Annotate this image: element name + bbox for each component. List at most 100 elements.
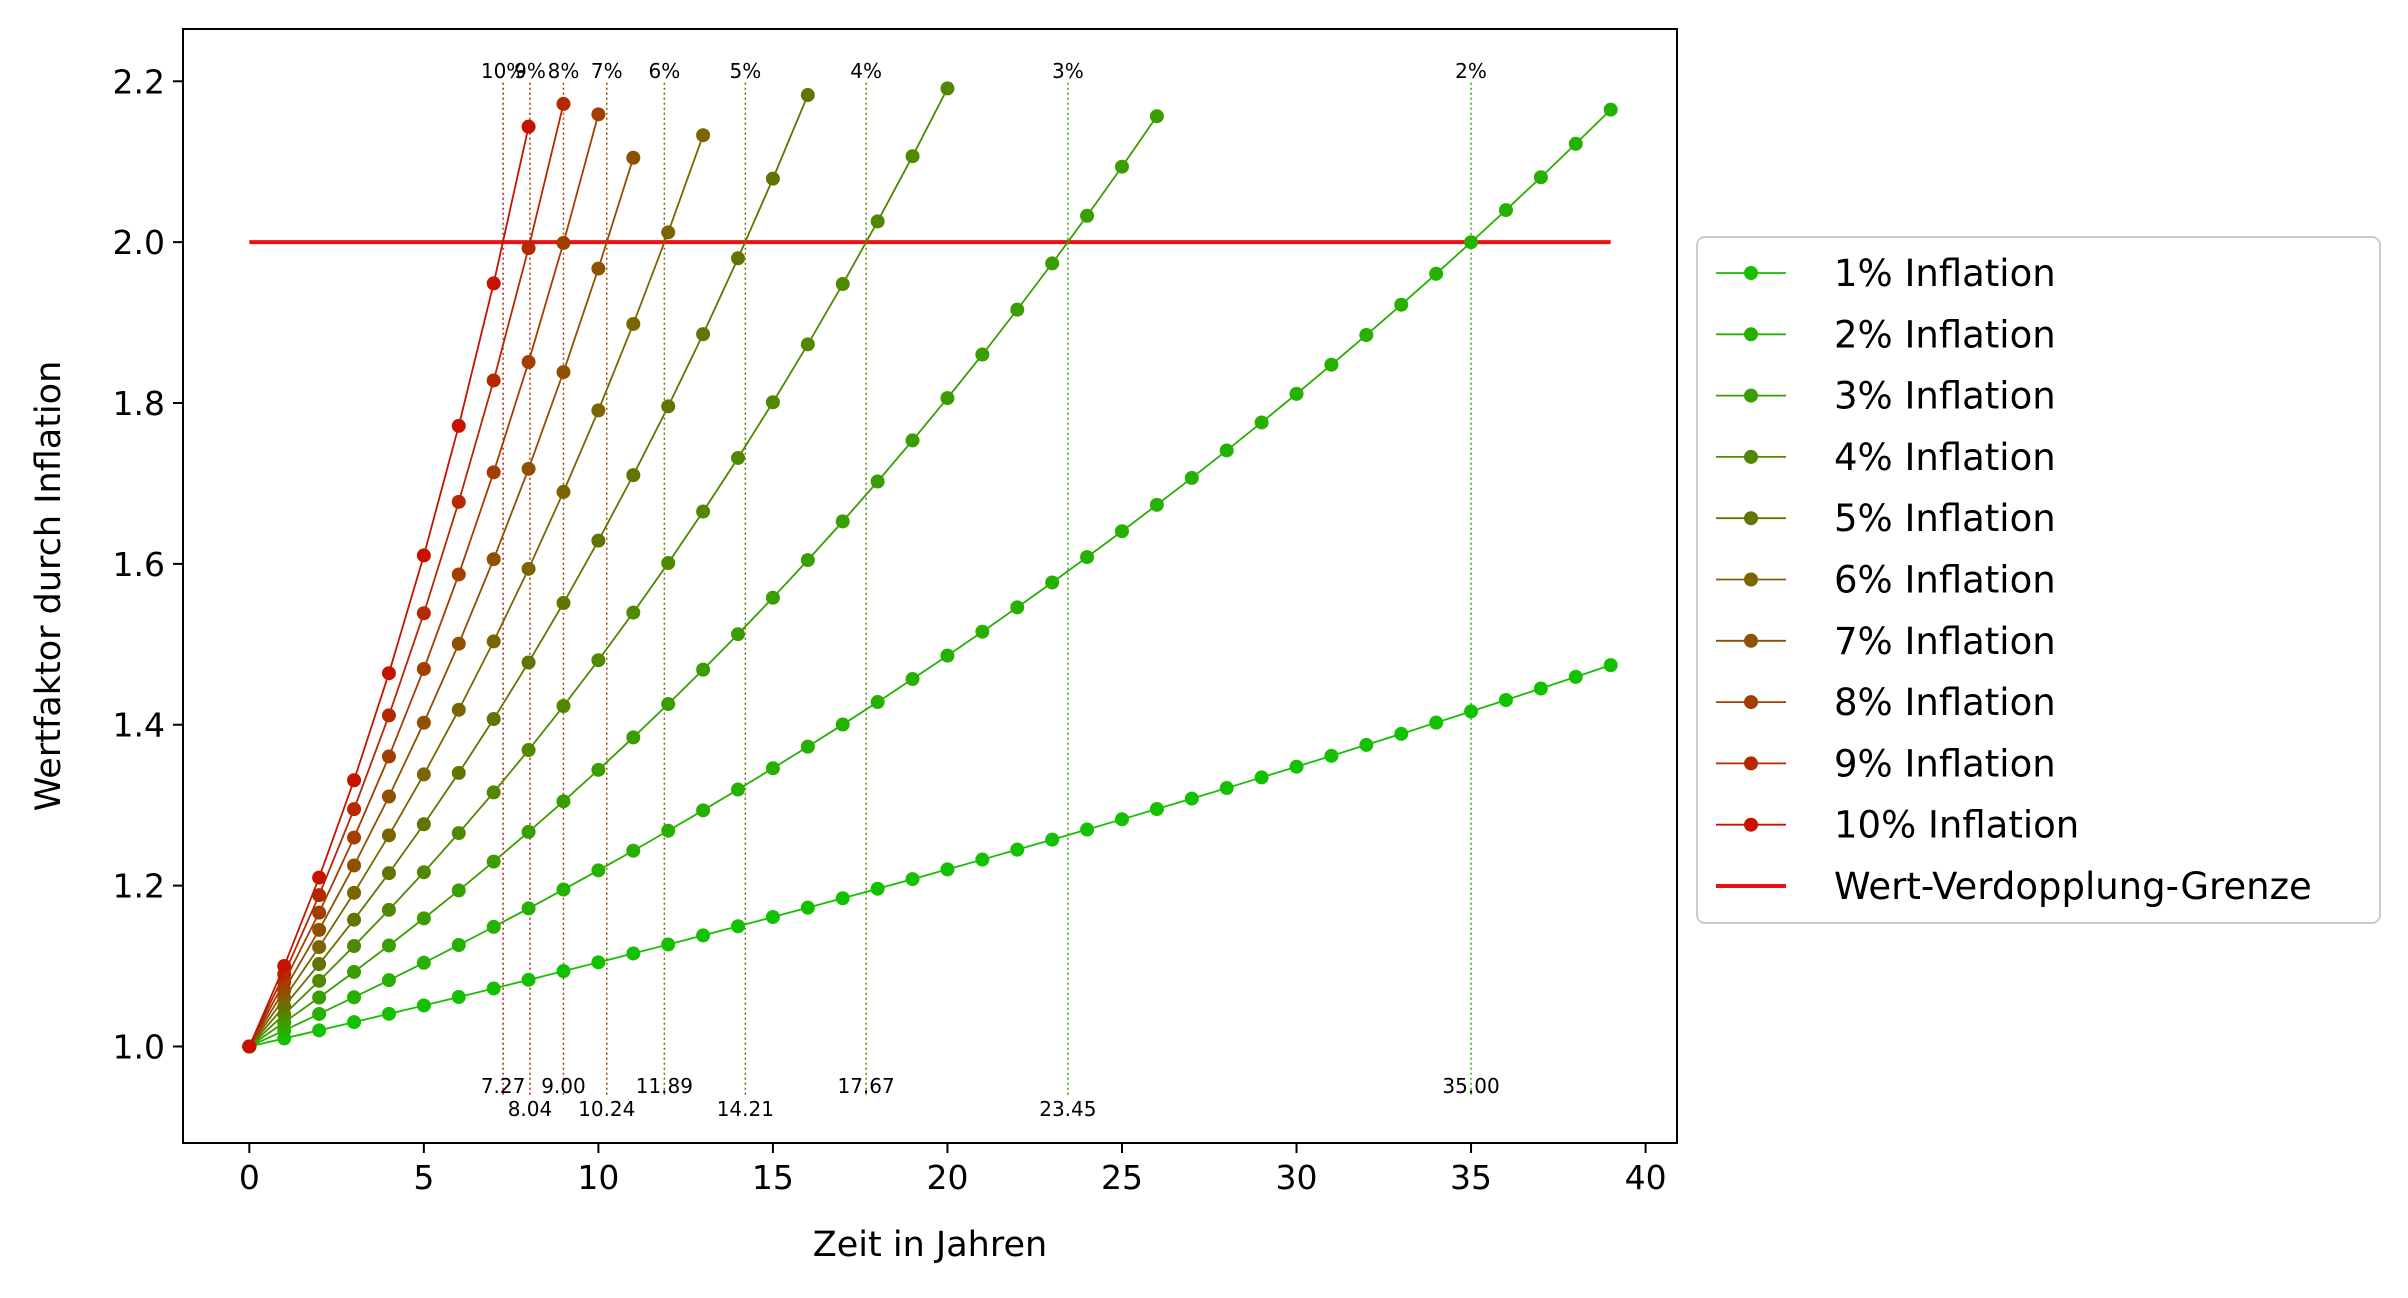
data-point: [696, 928, 711, 943]
data-point: [521, 972, 536, 987]
data-point: [1324, 748, 1339, 763]
data-point: [521, 655, 536, 670]
data-point: [940, 648, 955, 663]
data-point: [800, 739, 815, 754]
legend-label: 9% Inflation: [1834, 742, 2056, 785]
y-tick-label: 1.4: [113, 706, 165, 745]
data-point: [940, 391, 955, 406]
data-point: [1219, 781, 1234, 796]
data-point: [486, 276, 501, 291]
x-tick-label: 30: [1276, 1158, 1318, 1197]
legend-swatch-marker: [1744, 817, 1758, 832]
x-tick-label: 25: [1101, 1158, 1143, 1197]
data-point: [765, 910, 780, 925]
data-point: [521, 901, 536, 916]
data-point: [1149, 801, 1164, 816]
data-point: [940, 862, 955, 877]
data-point: [347, 830, 362, 845]
data-point: [312, 1023, 327, 1038]
data-point: [556, 964, 571, 979]
data-point: [626, 605, 641, 620]
data-point: [591, 403, 606, 418]
data-point: [626, 316, 641, 331]
doubling-rate-label: 8%: [548, 59, 580, 83]
y-tick-label: 1.2: [113, 867, 165, 906]
legend-label: 3% Inflation: [1834, 375, 2056, 418]
doubling-rate-label: 5%: [729, 59, 761, 83]
legend-swatch-marker: [1744, 511, 1758, 526]
data-point: [870, 695, 885, 710]
data-point: [1184, 470, 1199, 485]
x-tick-label: 35: [1450, 1158, 1492, 1197]
data-point: [905, 672, 920, 687]
data-point: [416, 715, 431, 730]
data-point: [381, 1006, 396, 1021]
data-point: [451, 989, 466, 1004]
doubling-rate-label: 2%: [1455, 59, 1487, 83]
data-point: [765, 395, 780, 410]
data-point: [905, 149, 920, 164]
data-point: [1045, 832, 1060, 847]
data-point: [800, 337, 815, 352]
data-point: [661, 556, 676, 571]
data-point: [1010, 302, 1025, 317]
data-point: [486, 981, 501, 996]
x-tick-label: 10: [577, 1158, 619, 1197]
data-point: [870, 881, 885, 896]
data-point: [1045, 256, 1060, 271]
data-point: [696, 327, 711, 342]
legend-box: [1696, 236, 2381, 924]
data-point: [870, 214, 885, 229]
series-line: [248, 114, 600, 1047]
data-point: [731, 251, 746, 266]
y-tick-label: 2.2: [113, 62, 165, 101]
doubling-rate-label: 7%: [591, 59, 623, 83]
data-point: [696, 803, 711, 818]
doubling-rate-label: 10%: [481, 59, 525, 83]
data-point: [556, 794, 571, 809]
legend-label: 10% Inflation: [1834, 804, 2079, 847]
data-point: [591, 653, 606, 668]
data-point: [661, 823, 676, 838]
data-point: [731, 450, 746, 465]
data-point: [416, 911, 431, 926]
data-point: [1464, 704, 1479, 719]
data-point: [381, 902, 396, 917]
y-tick-label: 2.0: [113, 223, 165, 262]
data-point: [1254, 415, 1269, 430]
data-point: [1324, 357, 1339, 372]
data-point: [870, 474, 885, 489]
y-tick-label: 1.8: [113, 384, 165, 423]
series-line: [248, 157, 635, 1047]
legend-swatch-marker: [1744, 449, 1758, 464]
data-point: [1568, 669, 1583, 684]
data-point: [277, 959, 292, 974]
data-point: [556, 882, 571, 897]
data-point: [1080, 208, 1095, 223]
data-point: [1149, 497, 1164, 512]
data-point: [1080, 822, 1095, 837]
data-point: [451, 702, 466, 717]
data-point: [416, 606, 431, 621]
data-point: [765, 590, 780, 605]
data-point: [626, 946, 641, 961]
data-point: [381, 749, 396, 764]
data-point: [1010, 842, 1025, 857]
doubling-year-label: 8.04: [508, 1097, 553, 1121]
x-tick-label: 0: [239, 1158, 260, 1197]
legend-swatch-marker: [1744, 572, 1758, 587]
data-point: [416, 865, 431, 880]
data-point: [451, 765, 466, 780]
data-point: [835, 277, 850, 292]
data-point: [521, 241, 536, 256]
data-point: [696, 662, 711, 677]
data-point: [381, 973, 396, 988]
data-point: [556, 96, 571, 111]
data-point: [626, 468, 641, 483]
doubling-year-label: 10.24: [578, 1097, 635, 1121]
data-point: [416, 548, 431, 563]
y-tick-label: 1.0: [113, 1027, 165, 1066]
data-point: [626, 843, 641, 858]
doubling-rate-label: 3%: [1052, 59, 1084, 83]
data-point: [1114, 812, 1129, 827]
